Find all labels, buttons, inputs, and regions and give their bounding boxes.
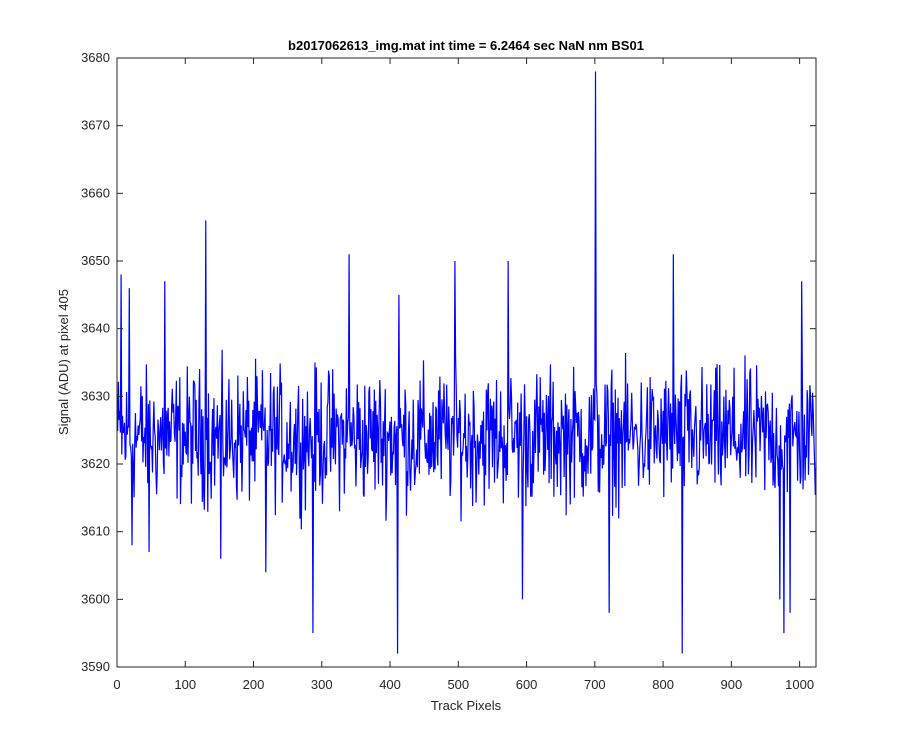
chart-title: b2017062613_img.mat int time = 6.2464 se… [288,38,644,53]
x-tick-label: 0 [113,677,120,692]
x-tick-label: 1000 [785,677,814,692]
series-line [117,71,817,654]
x-tick-label: 600 [516,677,538,692]
x-tick-label: 400 [379,677,401,692]
y-tick-label: 3620 [81,456,110,471]
y-tick-label: 3610 [81,524,110,539]
x-tick-label: 900 [721,677,743,692]
x-axis: 0 100 200 300 400 500 600 700 800 900 1000 [113,58,814,692]
x-tick-label: 700 [584,677,606,692]
x-tick-label: 300 [311,677,333,692]
y-tick-label: 3670 [81,118,110,133]
y-tick-label: 3660 [81,185,110,200]
x-axis-title: Track Pixels [431,698,502,713]
y-tick-label: 3590 [81,659,110,674]
y-tick-label: 3640 [81,321,110,336]
y-tick-label: 3650 [81,253,110,268]
y-tick-label: 3600 [81,591,110,606]
y-axis-title: Signal (ADU) at pixel 405 [56,289,71,435]
x-tick-label: 100 [174,677,196,692]
y-axis: 3590 3600 3610 3620 3630 3640 3650 3660 3670 3680 [81,50,816,674]
plot-area [117,58,816,667]
x-tick-label: 500 [447,677,469,692]
axes-box [116,57,817,668]
series-layer [117,71,817,654]
y-tick-label: 3680 [81,50,110,65]
y-tick-label: 3630 [81,388,110,403]
x-tick-label: 200 [243,677,265,692]
x-tick-label: 800 [652,677,674,692]
